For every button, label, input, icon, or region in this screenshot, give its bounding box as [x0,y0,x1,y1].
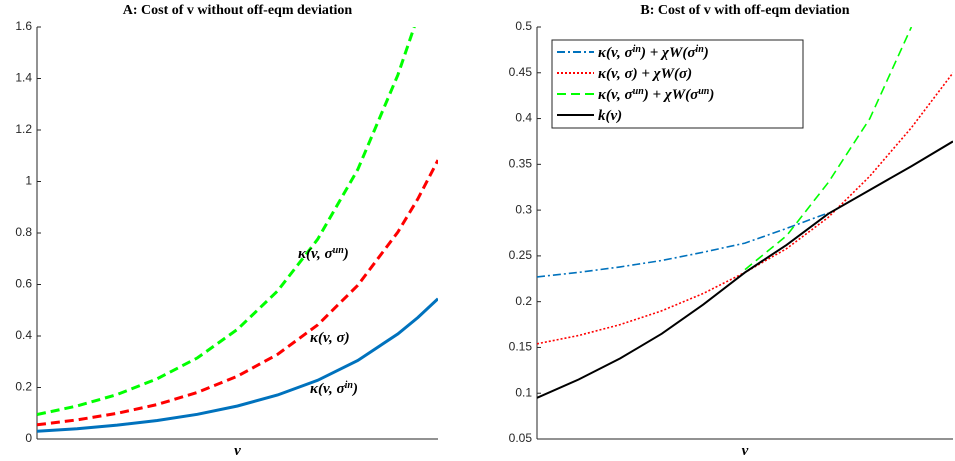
series-line [37,159,438,427]
y-tick-label: 0.45 [509,65,533,79]
legend-box [551,39,804,129]
text-part: ) [702,45,709,61]
legend-label: κ(v, σin) + χW(σin) [598,44,709,62]
y-tick-label: 0.1 [515,385,532,399]
y-tick-label: 0 [25,431,32,445]
y-tick-label: 0.2 [515,294,532,308]
legend-label: k(v) [598,108,622,124]
text-part: un [633,86,645,97]
legend-label: κ(v, σ) + χW(σ) [598,66,692,82]
text-part: κ(v, σ [598,87,634,103]
series-line [37,297,438,433]
y-tick-label: 0.4 [15,328,32,342]
series-line [537,140,953,399]
series-line [537,212,829,278]
text-part: κ(v, σ) + χW(σ) [598,66,692,82]
text-part: κ(v, σ) [310,330,350,346]
x-axis-label: v [234,443,241,459]
text-part: κ(v, σ [298,246,334,262]
text-part: κ(v, σ [310,381,346,397]
plot-area [37,27,438,433]
series-line [37,27,416,416]
text-part: in [633,44,642,55]
y-tick-label: 0.25 [509,248,533,262]
text-part: in [345,380,354,391]
chart-title: A: Cost of v without off-eqm deviation [123,3,353,18]
y-tick-label: 1.6 [15,19,32,33]
y-tick-label: 1 [25,174,32,188]
chart-title: B: Cost of v with off-eqm deviation [640,3,849,18]
annotation: κ(v, σ) [310,330,350,346]
text-part: κ(v, σ [598,45,634,61]
legend-label: κ(v, σun) + χW(σun) [598,86,714,104]
y-tick-label: 0.5 [515,19,532,33]
y-tick-label: 0.3 [515,202,532,216]
series-line [744,27,913,271]
y-tick-label: 1.2 [15,122,32,136]
x-axis-label: v [742,443,749,459]
text-part: in [695,44,704,55]
plot-area [537,27,953,399]
text-part: ) [707,87,714,103]
y-tick-label: 0.4 [515,111,532,125]
text-part: un [698,86,710,97]
text-part: k(v) [598,108,622,124]
y-tick-label: 0.15 [509,340,533,354]
y-tick-label: 0.6 [15,277,32,291]
y-tick-label: 0.2 [15,380,32,394]
annotation: κ(v, σin) [310,380,358,398]
annotation: κ(v, σun) [298,245,349,263]
text-part: ) + χW(σ [639,45,696,61]
y-tick-label: 0.8 [15,225,32,239]
y-tick-label: 0.05 [509,431,533,445]
text-part: ) [342,246,349,262]
text-part: ) + χW(σ [642,87,699,103]
y-tick-label: 0.35 [509,157,533,171]
y-tick-label: 1.4 [15,71,32,85]
text-part: un [333,245,345,256]
text-part: ) [351,381,358,397]
